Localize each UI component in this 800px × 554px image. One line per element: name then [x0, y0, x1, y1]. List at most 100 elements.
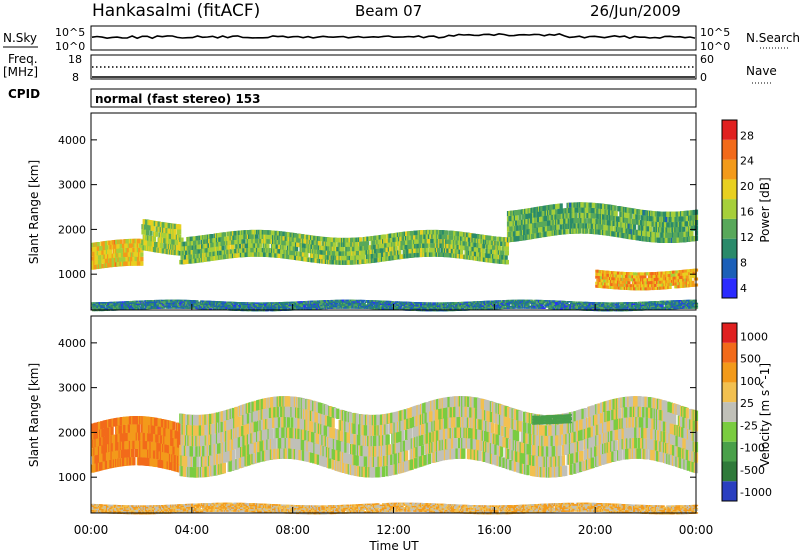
heatmap-cell: [234, 230, 238, 236]
heatmap-cell: [430, 306, 434, 309]
heatmap-cell: [544, 226, 548, 232]
heatmap-cell: [487, 249, 491, 254]
heatmap-cell: [464, 307, 468, 310]
heatmap-cell: [332, 246, 336, 252]
heatmap-cell: [343, 255, 347, 261]
heatmap-cell: [473, 242, 477, 248]
heatmap-cell: [484, 308, 488, 310]
heatmap-cell: [149, 230, 153, 236]
heatmap-cell: [193, 254, 197, 259]
heatmap-cell: [375, 307, 379, 310]
heatmap-cell: [540, 227, 544, 233]
heatmap-cell: [394, 246, 398, 251]
heatmap-cell: [378, 257, 382, 262]
heatmap-cell: [188, 304, 192, 306]
heatmap-cell: [355, 302, 359, 305]
heatmap-cell: [646, 226, 650, 232]
heatmap-cell: [638, 230, 642, 236]
heatmap-cell: [689, 220, 693, 226]
heatmap-cell: [497, 306, 501, 308]
heatmap-cell: [626, 278, 630, 282]
heatmap-cell: [257, 247, 261, 253]
heatmap-cell: [608, 271, 613, 274]
heatmap-cell: [353, 304, 357, 306]
heatmap-cell: [395, 305, 399, 308]
heatmap-cell: [314, 253, 318, 259]
heatmap-cell: [409, 307, 413, 310]
heatmap-cell: [305, 252, 309, 258]
heatmap-cell: [276, 231, 280, 236]
heatmap-cell: [281, 249, 285, 254]
heatmap-cell: [312, 258, 316, 263]
heatmap-cell: [581, 212, 585, 218]
heatmap-cell: [337, 305, 341, 308]
heatmap-cell: [633, 213, 637, 220]
heatmap-cell: [113, 307, 118, 310]
heatmap-cell: [257, 243, 261, 248]
heatmap-cell: [633, 278, 637, 282]
heatmap-cell: [375, 306, 379, 308]
heatmap-cell: [424, 306, 428, 309]
heatmap-cell: [366, 245, 370, 251]
heatmap-cell: [384, 305, 388, 307]
heatmap-cell: [167, 305, 171, 308]
heatmap-cell: [532, 217, 536, 224]
heatmap-cell: [385, 303, 389, 306]
heatmap-cell: [374, 258, 378, 263]
heatmap-cell: [493, 301, 497, 304]
heatmap-cell: [636, 235, 640, 241]
heatmap-cell: [193, 236, 197, 241]
heatmap-cell: [303, 247, 307, 253]
heatmap-cell: [460, 249, 464, 255]
heatmap-cell: [663, 222, 668, 228]
heatmap-cell: [168, 302, 173, 305]
cpid-panel: [90, 88, 697, 108]
heatmap-cell: [634, 281, 638, 285]
heatmap-cell: [442, 234, 446, 240]
heatmap-cell: [160, 301, 165, 303]
heatmap-cell: [220, 305, 224, 308]
heatmap-cell: [447, 252, 451, 258]
heatmap-cell: [573, 223, 577, 229]
heatmap-cell: [173, 250, 177, 256]
heatmap-cell: [376, 303, 380, 305]
heatmap-cell: [234, 301, 238, 304]
heatmap-cell: [613, 226, 617, 232]
heatmap-cell: [572, 212, 576, 219]
heatmap-cell: [602, 203, 606, 209]
heatmap-cell: [692, 209, 696, 216]
heatmap-cell: [256, 306, 260, 309]
heatmap-cell: [594, 213, 598, 219]
heatmap-cell: [128, 243, 132, 248]
heatmap-cell: [355, 250, 359, 256]
heatmap-cell: [235, 253, 239, 258]
heatmap-cell: [313, 308, 317, 310]
heatmap-cell: [359, 237, 363, 242]
heatmap-cell: [590, 213, 594, 219]
heatmap-cell: [642, 230, 646, 237]
heatmap-cell: [209, 306, 213, 309]
heatmap-cell: [396, 241, 401, 246]
heatmap-cell: [490, 300, 495, 302]
heatmap-cell: [105, 245, 110, 250]
heatmap-cell: [647, 287, 652, 291]
heatmap-cell: [419, 239, 424, 244]
heatmap-cell: [622, 277, 626, 281]
heatmap-cell: [292, 250, 296, 256]
heatmap-cell: [101, 259, 105, 264]
heatmap-cell: [676, 216, 680, 222]
heatmap-cell: [621, 286, 625, 290]
heatmap-cell: [618, 274, 622, 278]
heatmap-cell: [317, 306, 322, 308]
heatmap-cell: [378, 244, 382, 249]
heatmap-cell: [600, 279, 605, 283]
heatmap-cell: [222, 241, 226, 246]
heatmap-cell: [677, 211, 681, 217]
heatmap-cell: [193, 249, 197, 255]
heatmap-cell: [377, 253, 381, 258]
heatmap-cell: [504, 307, 508, 309]
heatmap-cell: [185, 250, 189, 255]
heatmap-cell: [399, 305, 403, 308]
heatmap-cell: [529, 218, 534, 224]
heatmap-cell: [301, 234, 305, 239]
